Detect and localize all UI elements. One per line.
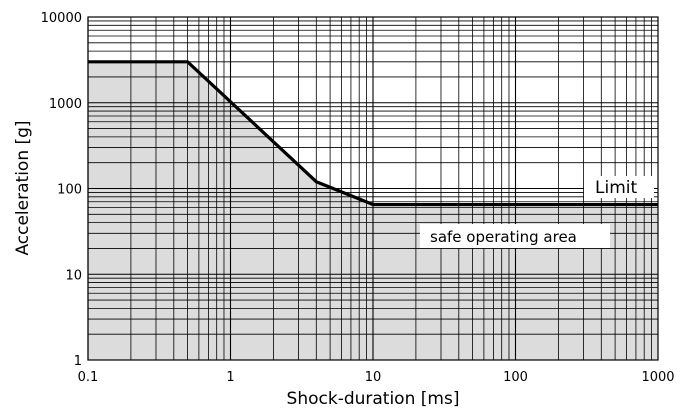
y-tick-label: 1 — [74, 354, 82, 369]
x-tick-label: 0.1 — [78, 370, 99, 385]
x-tick-label: 100 — [503, 370, 528, 385]
y-axis-title: Acceleration [g] — [13, 120, 33, 255]
x-tick-label: 1000 — [641, 370, 674, 385]
y-tick-label: 10 — [65, 268, 82, 283]
limit-annotation: Limit — [584, 176, 654, 198]
y-tick-label: 10000 — [41, 11, 82, 26]
y-tick-label: 100 — [57, 183, 82, 198]
limit-label-background — [584, 176, 654, 198]
safe-area-label-background — [420, 224, 610, 248]
x-tick-label: 1 — [226, 370, 234, 385]
plot-frame — [87, 16, 659, 361]
x-axis-ticks: 0.1 1 10 100 1000 — [78, 370, 675, 385]
limit-curve — [88, 60, 658, 207]
safe-area-label: safe operating area — [430, 228, 577, 246]
x-axis-title: Shock-duration [ms] — [287, 389, 460, 409]
y-tick-label: 1000 — [49, 97, 82, 112]
y-axis-ticks: 1 10 100 1000 10000 — [41, 11, 82, 369]
safe-area-annotation: safe operating area — [420, 224, 610, 248]
x-tick-label: 10 — [365, 370, 382, 385]
limit-label: Limit — [595, 178, 637, 198]
grid-lines — [87, 17, 658, 361]
